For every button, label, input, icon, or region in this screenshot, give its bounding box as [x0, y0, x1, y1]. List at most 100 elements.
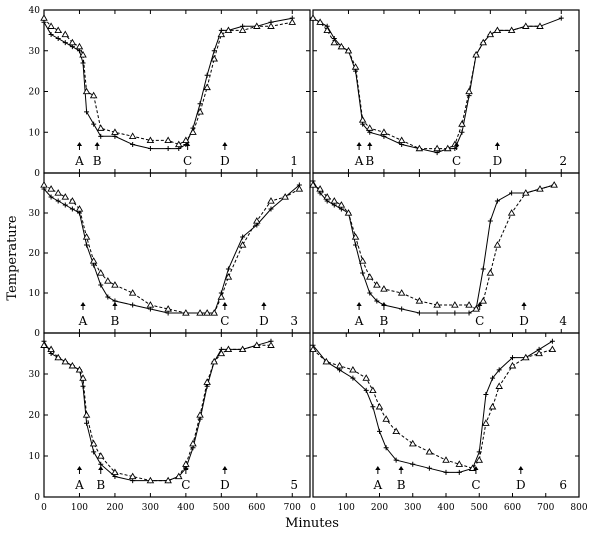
- event-marker-B: B: [397, 466, 406, 492]
- x-tick-label: 200: [371, 503, 388, 513]
- event-marker-C: C: [452, 142, 461, 168]
- data-point-plus: [130, 302, 136, 308]
- data-point-triangle: [82, 233, 91, 240]
- data-point-triangle: [61, 30, 70, 38]
- data-point-triangle: [217, 293, 226, 300]
- event-marker-A: A: [354, 302, 364, 328]
- data-point-plus: [130, 141, 136, 147]
- data-point-triangle: [337, 42, 346, 50]
- data-point-triangle: [309, 345, 317, 353]
- data-point-triangle: [89, 257, 98, 264]
- x-tick-label: 300: [404, 503, 421, 513]
- x-tick-label: 700: [284, 503, 301, 513]
- data-point-triangle: [433, 144, 441, 152]
- event-arrow-icon: [76, 142, 83, 146]
- event-arrow-icon: [367, 142, 373, 146]
- panel-6: 0 100 200 300 400 500 600 700 800 A B C D 6: [309, 332, 588, 513]
- event-arrow-icon: [76, 466, 83, 470]
- data-point-triangle: [382, 415, 390, 422]
- data-point-plus: [165, 146, 171, 152]
- data-point-triangle: [146, 301, 155, 308]
- event-arrow-icon: [112, 302, 118, 306]
- data-point-triangle: [465, 87, 473, 95]
- data-point-plus: [374, 298, 380, 304]
- data-point-plus: [509, 190, 515, 196]
- data-point-plus: [410, 461, 416, 467]
- data-point-triangle: [82, 411, 91, 418]
- data-point-plus: [353, 242, 359, 248]
- data-point-triangle: [475, 456, 484, 463]
- event-label: C: [220, 314, 229, 328]
- data-point-triangle: [203, 83, 211, 91]
- data-point-triangle: [47, 22, 55, 29]
- event-arrow-icon: [80, 302, 86, 306]
- data-point-triangle: [522, 22, 530, 29]
- data-point-triangle: [495, 382, 503, 389]
- data-point-plus: [456, 469, 462, 475]
- event-arrow-icon: [185, 142, 191, 146]
- data-point-triangle: [508, 361, 517, 369]
- data-point-triangle: [397, 289, 406, 296]
- panel-1: 0 10 20 30 40 A B C D 1: [29, 6, 311, 179]
- data-point-plus: [483, 392, 489, 397]
- event-marker-B: B: [96, 466, 105, 492]
- data-point-triangle: [281, 193, 289, 200]
- data-point-triangle: [224, 26, 233, 34]
- data-point-triangle: [96, 269, 105, 276]
- series-line-plus: [312, 17, 562, 154]
- x-tick-label: 100: [338, 503, 355, 513]
- data-point-triangle: [316, 185, 324, 192]
- data-point-triangle: [425, 447, 434, 455]
- event-label: C: [181, 478, 190, 492]
- data-point-triangle: [443, 144, 452, 152]
- event-marker-C: C: [183, 142, 192, 168]
- data-point-triangle: [288, 18, 297, 25]
- x-tick-label: 0: [41, 503, 47, 513]
- data-point-triangle: [54, 26, 62, 34]
- data-point-triangle: [482, 419, 490, 426]
- data-point-triangle: [238, 241, 247, 248]
- data-point-triangle: [351, 63, 360, 70]
- event-arrow-icon: [381, 302, 387, 306]
- data-point-triangle: [323, 26, 331, 34]
- data-point-triangle: [75, 205, 84, 212]
- data-point-plus: [211, 48, 217, 54]
- event-label: B: [111, 314, 120, 328]
- event-marker-C: C: [181, 466, 190, 492]
- data-point-triangle: [442, 456, 450, 463]
- y-tick-label: 0: [34, 329, 40, 339]
- data-point-plus: [490, 375, 496, 381]
- data-point-triangle: [323, 193, 331, 200]
- data-point-triangle: [362, 374, 370, 381]
- data-point-triangle: [550, 181, 558, 188]
- data-point-triangle: [337, 201, 346, 208]
- event-arrow-icon: [454, 142, 460, 146]
- data-point-plus: [480, 266, 486, 272]
- y-tick-label: 20: [29, 88, 41, 98]
- data-point-plus: [55, 198, 61, 204]
- data-point-plus: [55, 36, 61, 42]
- data-point-triangle: [451, 301, 459, 308]
- panel-3: 0 10 20 30 A B C D 3: [29, 172, 311, 339]
- data-point-triangle: [358, 257, 367, 264]
- data-point-triangle: [548, 345, 557, 353]
- x-tick-label: 300: [142, 503, 159, 513]
- y-axis-title: Temperature: [5, 215, 20, 300]
- panel-number: 1: [290, 154, 298, 168]
- event-marker-C: C: [471, 466, 481, 492]
- event-arrow-icon: [222, 466, 228, 470]
- y-tick-label: 30: [29, 47, 41, 57]
- x-axis-title: Minutes: [285, 516, 339, 531]
- data-point-triangle: [309, 181, 317, 188]
- data-point-triangle: [196, 411, 204, 418]
- data-point-triangle: [536, 22, 544, 29]
- data-point-triangle: [488, 402, 497, 410]
- series-line-plus: [43, 340, 272, 482]
- event-marker-D: D: [220, 466, 230, 492]
- data-point-triangle: [415, 297, 424, 304]
- x-tick-label: 0: [310, 503, 316, 513]
- event-arrow-icon: [94, 142, 100, 146]
- data-point-plus: [350, 375, 356, 381]
- event-label: B: [380, 314, 389, 328]
